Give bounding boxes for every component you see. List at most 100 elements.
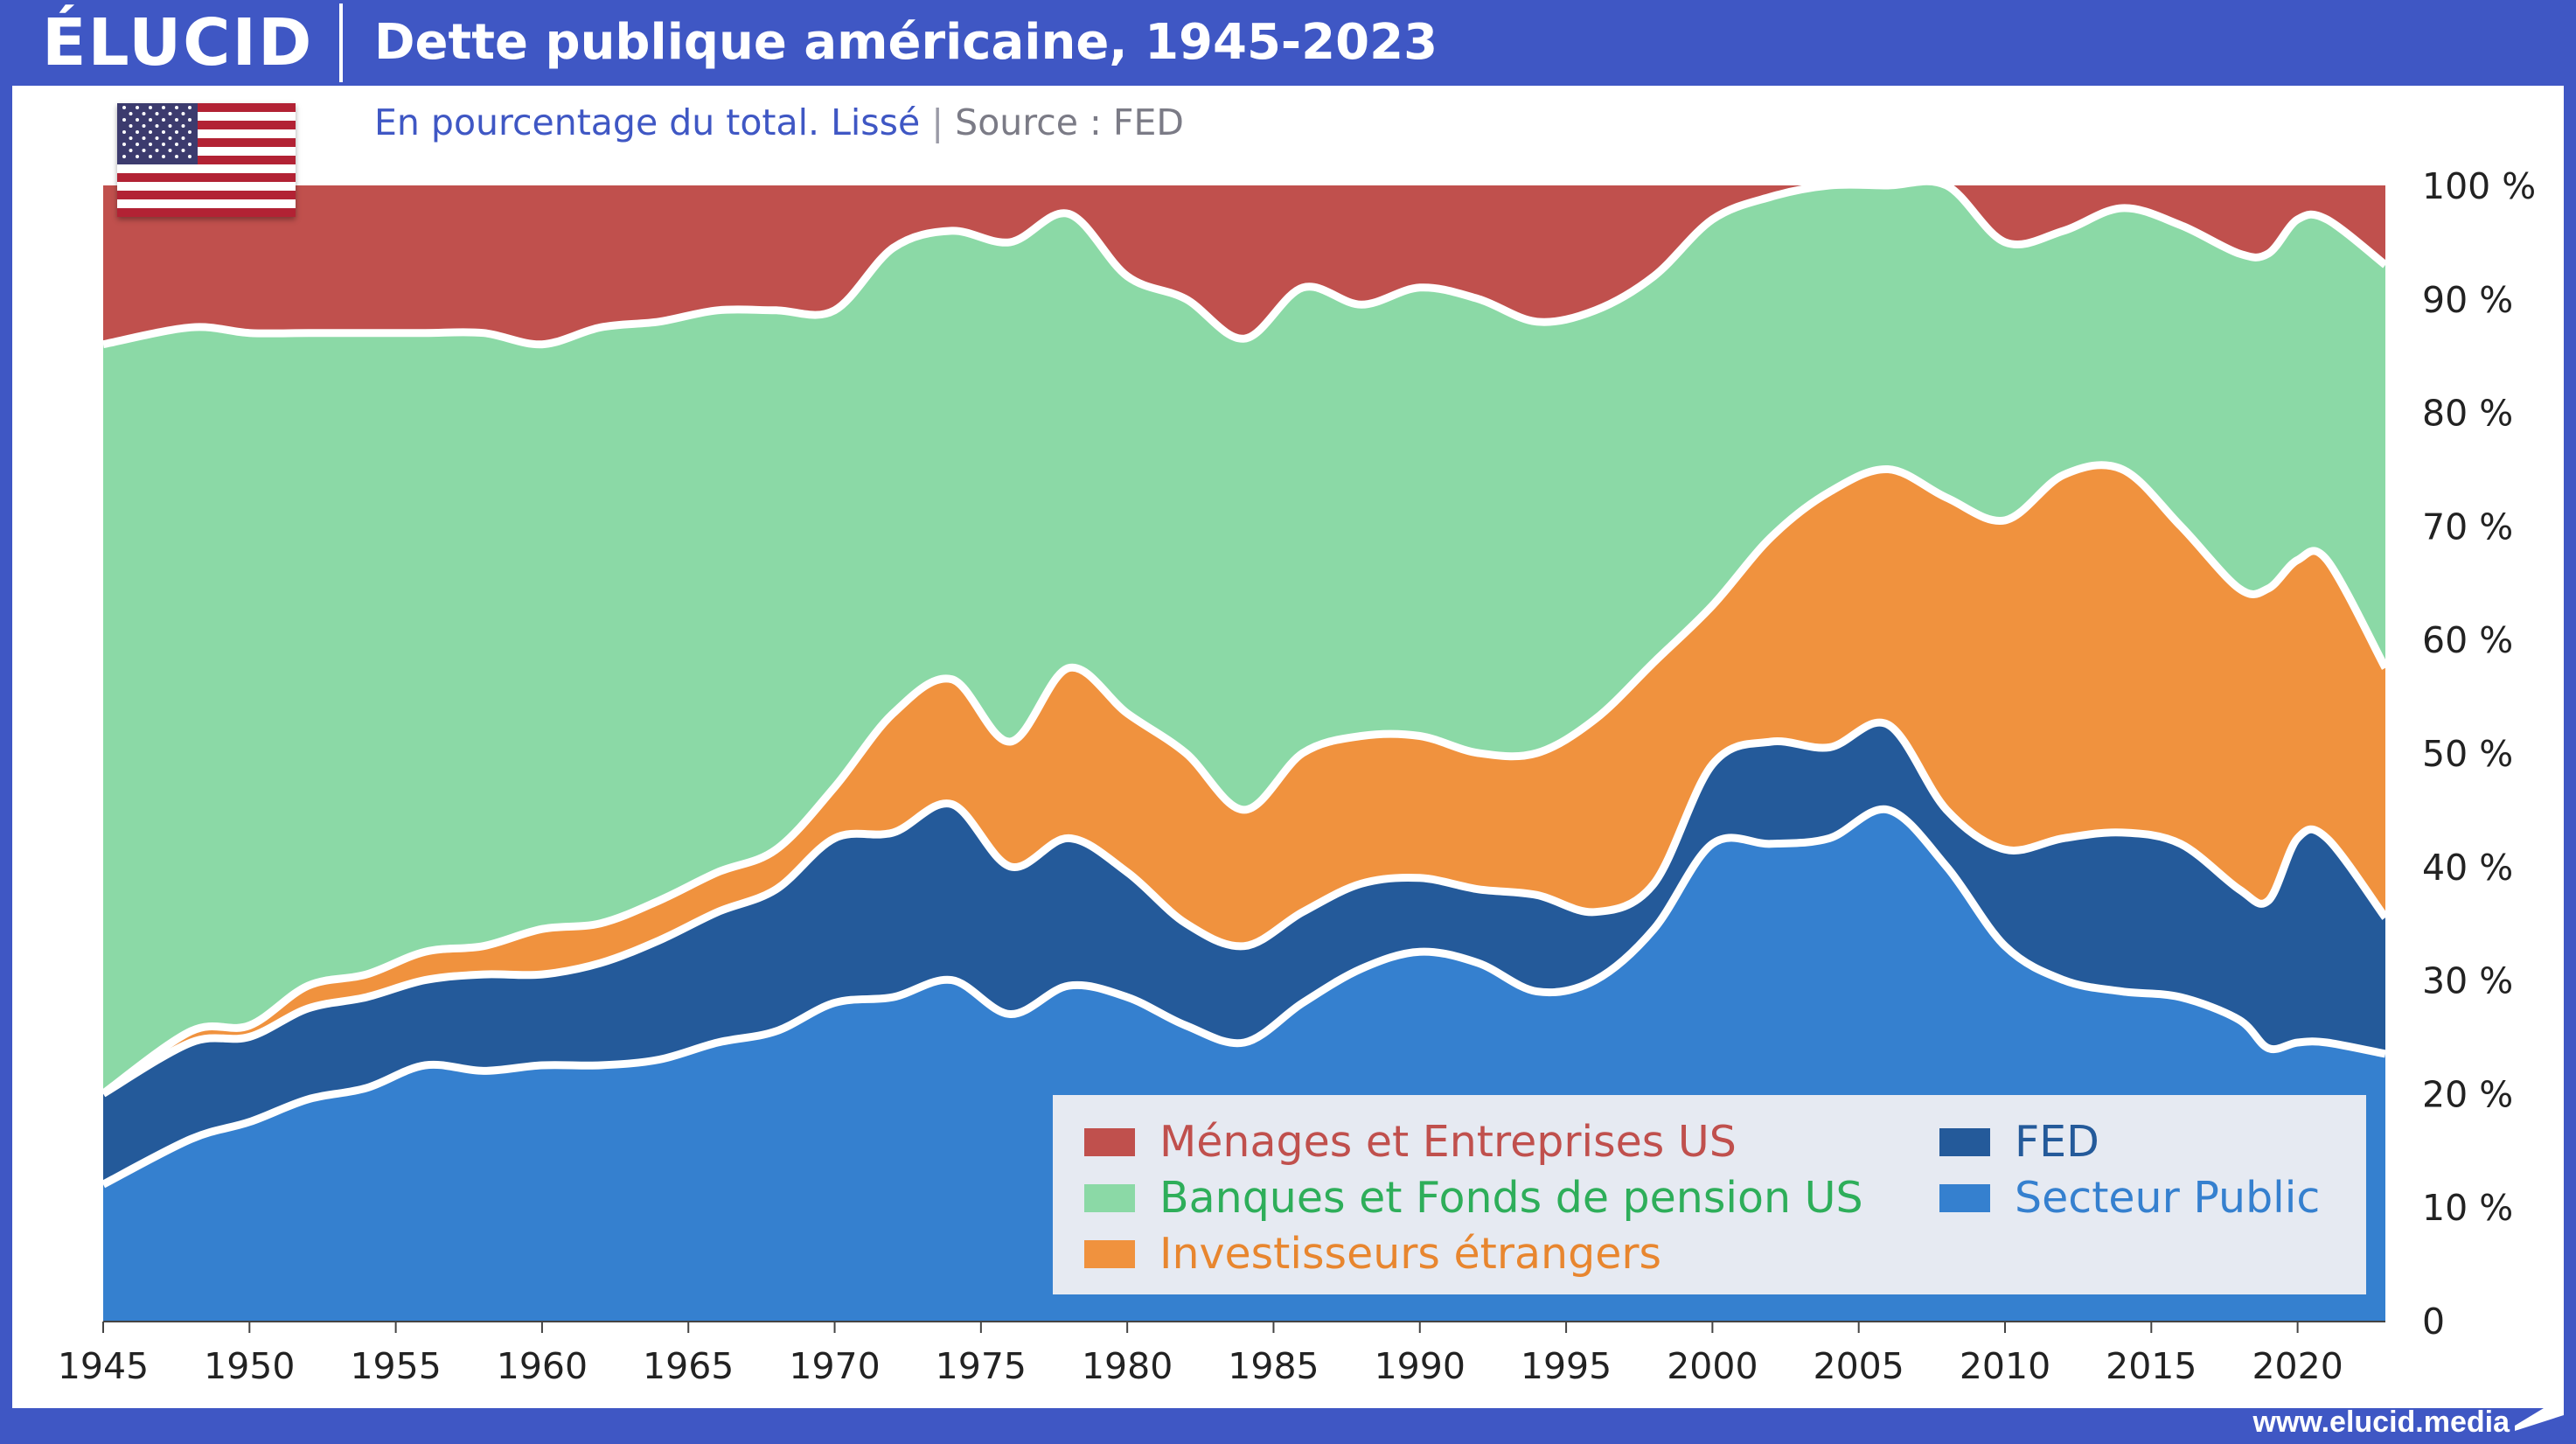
x-tick-label-1955: 1955: [350, 1345, 441, 1387]
flag-star-35: [149, 143, 152, 146]
flag-star-4: [175, 106, 178, 109]
x-tick-label-1980: 1980: [1082, 1345, 1173, 1387]
boundary-foreign: [101, 461, 2389, 1098]
legend-label-households: Ménages et Entreprises US: [1159, 1117, 1737, 1167]
chart-axis: 1945 1950 1955 1960 1965 1970 1975 1980 1985 1990…: [58, 165, 2536, 1387]
flag-star-46: [149, 155, 152, 158]
y-tick-label-50: 50 %: [2422, 733, 2513, 775]
flag-star-31: [168, 136, 172, 140]
flag-star-32: [181, 136, 185, 140]
legend-item-foreign[interactable]: Investisseurs étrangers: [1084, 1230, 1661, 1279]
y-tick-label-100: 100 %: [2422, 165, 2536, 207]
y-tick-label-80: 80 %: [2422, 393, 2513, 435]
subtitle-source: Source : FED: [955, 101, 1184, 143]
x-tick-label-1995: 1995: [1521, 1345, 1612, 1387]
legend-swatch-foreign: [1084, 1239, 1135, 1268]
flag-star-29: [142, 136, 146, 140]
flag-star-7: [142, 112, 146, 115]
brand-logo[interactable]: ÉLUCID: [42, 5, 314, 80]
flag-star-42: [168, 149, 172, 152]
flag-star-33: [122, 143, 126, 146]
subtitle-text: En pourcentage du total. Lissé: [374, 101, 921, 143]
y-tick-label-90: 90 %: [2422, 279, 2513, 321]
x-tick-label-1965: 1965: [643, 1345, 734, 1387]
chart-title: Dette publique américaine, 1945-2023: [374, 14, 1438, 71]
flag-star-19: [155, 124, 159, 128]
x-tick-label-2020: 2020: [2252, 1345, 2343, 1387]
x-tick-label-2000: 2000: [1667, 1345, 1758, 1387]
subtitle-separator: |: [931, 101, 944, 143]
x-tick-label-1950: 1950: [204, 1345, 295, 1387]
y-tick-label-20: 20 %: [2422, 1073, 2513, 1115]
x-tick-label-1945: 1945: [58, 1345, 149, 1387]
flag-star-24: [149, 130, 152, 134]
flag-star-13: [149, 118, 152, 122]
flag-star-9: [168, 112, 172, 115]
flag-star-3: [162, 106, 165, 109]
flag-star-6: [129, 112, 133, 115]
flag-star-49: [188, 155, 191, 158]
footer-url-link[interactable]: www.elucid.media: [2252, 1406, 2510, 1439]
flag-star-18: [142, 124, 146, 128]
boundary-fed: [101, 718, 2389, 1098]
flag-star-26: [175, 130, 178, 134]
us-flag-icon: [117, 103, 296, 217]
flag-star-2: [149, 106, 152, 109]
legend-swatch-fed: [1939, 1127, 1990, 1156]
y-tick-label-30: 30 %: [2422, 960, 2513, 1002]
flag-star-48: [175, 155, 178, 158]
flag-star-21: [181, 124, 185, 128]
chart-boundaries: [101, 177, 2389, 1189]
flag-star-43: [181, 149, 185, 152]
y-tick-label-0: 0: [2422, 1301, 2445, 1343]
chart-subtitle: En pourcentage du total. Lissé | Source …: [374, 98, 1184, 147]
legend-swatch-banks: [1084, 1183, 1135, 1212]
flag-star-22: [122, 130, 126, 134]
flag-star-36: [162, 143, 165, 146]
logo-divider: [339, 3, 343, 82]
flag-star-20: [168, 124, 172, 128]
boundary-banks: [102, 177, 2388, 349]
flag-star-45: [136, 155, 139, 158]
flag-star-8: [155, 112, 159, 115]
legend-item-public[interactable]: Secteur Public: [1939, 1174, 2320, 1223]
flag-star-44: [122, 155, 126, 158]
flag-star-38: [188, 143, 191, 146]
flag-star-41: [155, 149, 159, 152]
brand-mark-icon: [2515, 1396, 2564, 1431]
legend-swatch-households: [1084, 1127, 1135, 1156]
legend-item-households[interactable]: Ménages et Entreprises US: [1084, 1118, 1737, 1167]
legend-label-banks: Banques et Fonds de pension US: [1159, 1173, 1863, 1223]
flag-star-16: [188, 118, 191, 122]
legend-label-public: Secteur Public: [2015, 1173, 2321, 1223]
flag-star-23: [136, 130, 139, 134]
legend-item-banks[interactable]: Banques et Fonds de pension US: [1084, 1174, 1863, 1223]
flag-star-12: [136, 118, 139, 122]
flag-star-39: [129, 149, 133, 152]
y-tick-label-40: 40 %: [2422, 847, 2513, 889]
flag-star-11: [122, 118, 126, 122]
flag-star-30: [155, 136, 159, 140]
y-tick-label-10: 10 %: [2422, 1187, 2513, 1229]
x-tick-label-1960: 1960: [497, 1345, 588, 1387]
x-tick-label-1970: 1970: [789, 1345, 880, 1387]
flag-star-47: [162, 155, 165, 158]
boundary-public: [101, 805, 2386, 1189]
legend-label-foreign: Investisseurs étrangers: [1159, 1229, 1662, 1279]
x-tick-label-2005: 2005: [1814, 1345, 1904, 1387]
flag-star-15: [175, 118, 178, 122]
flag-star-25: [162, 130, 165, 134]
legend-label-fed: FED: [2015, 1117, 2099, 1167]
flag-star-1: [136, 106, 139, 109]
flag-star-10: [181, 112, 185, 115]
flag-star-28: [129, 136, 133, 140]
chart-legend: Ménages et Entreprises US Banques et Fon…: [1053, 1095, 2366, 1294]
legend-item-fed[interactable]: FED: [1939, 1118, 2099, 1167]
flag-star-5: [188, 106, 191, 109]
y-tick-label-70: 70 %: [2422, 506, 2513, 548]
x-tick-label-2015: 2015: [2106, 1345, 2197, 1387]
flag-star-0: [122, 106, 126, 109]
flag-star-34: [136, 143, 139, 146]
header-bar: ÉLUCID Dette publique américaine, 1945-2…: [0, 0, 2576, 86]
